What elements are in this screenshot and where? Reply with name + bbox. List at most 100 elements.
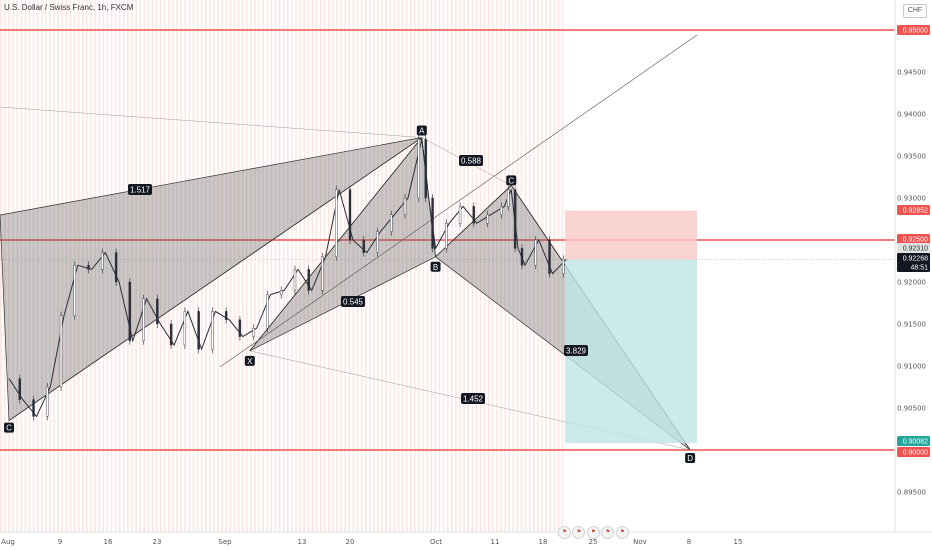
session-stripe	[397, 0, 400, 532]
session-stripe	[278, 0, 281, 532]
flag-icon[interactable]: ⚑	[601, 526, 615, 539]
session-stripe	[246, 0, 248, 532]
candle	[520, 248, 524, 266]
session-stripe	[274, 0, 277, 532]
x-tick-label: 18	[539, 538, 548, 546]
session-stripe	[467, 0, 469, 532]
y-tick-label: 0.93500	[897, 153, 926, 161]
session-stripe	[459, 0, 461, 532]
x-tick-label: 15	[734, 538, 743, 546]
point-label: X	[244, 355, 255, 366]
session-stripe	[176, 0, 178, 532]
candle	[32, 399, 35, 417]
price-badge-bg	[897, 253, 930, 263]
candle	[87, 265, 90, 270]
session-stripe	[254, 0, 256, 532]
price-badge-text: 48:51	[910, 265, 928, 272]
price-badge: 0.92852	[897, 205, 930, 215]
x-tick-label: Sep	[218, 538, 232, 546]
point-label-bg	[244, 355, 255, 366]
point-label: C	[506, 175, 517, 186]
guide-trend	[219, 34, 698, 368]
candle	[266, 294, 269, 329]
session-stripe	[533, 0, 535, 532]
session-stripe	[524, 0, 527, 532]
candle	[335, 189, 338, 258]
x-tick-label: Oct	[430, 538, 442, 546]
flag-icon[interactable]: ⚑	[586, 526, 600, 539]
candle	[142, 298, 145, 341]
session-stripe	[28, 0, 31, 532]
flag-icon[interactable]: ⚑	[615, 526, 629, 539]
price-badge-bg	[897, 234, 930, 244]
session-stripe	[479, 0, 482, 532]
point-label: C	[4, 422, 14, 433]
y-tick-label: 0.93000	[897, 195, 926, 203]
candle	[403, 197, 407, 215]
y-tick-label: 0.91500	[897, 321, 926, 329]
session-stripe	[155, 0, 158, 532]
candle	[183, 311, 187, 346]
session-stripe	[262, 0, 264, 532]
session-stripe	[205, 0, 207, 532]
stop-zone	[565, 210, 697, 260]
session-stripe	[483, 0, 486, 532]
session-stripe	[393, 0, 396, 532]
session-stripe	[344, 0, 346, 532]
price-badge-bg	[897, 25, 930, 35]
session-stripe	[225, 0, 228, 532]
flag-icon[interactable]: ⚑	[558, 526, 571, 539]
session-stripe	[311, 0, 314, 532]
y-tick-label: 0.94000	[897, 111, 926, 119]
candle	[59, 315, 63, 388]
price-axis-bg	[895, 0, 932, 550]
candle	[46, 386, 49, 417]
point-label-text: C	[6, 424, 12, 433]
currency-badge[interactable]: CHF	[903, 4, 927, 18]
economic-events[interactable]: ⚑ ⚑ ⚑ ⚑ ⚑	[558, 520, 629, 539]
candle	[197, 311, 200, 350]
session-stripe	[118, 0, 121, 532]
price-badge-text: 0.92500	[903, 237, 928, 244]
session-stripe	[422, 0, 424, 532]
y-tick-label: 0.94500	[897, 69, 926, 77]
point-label: B	[430, 261, 441, 272]
candle	[307, 269, 310, 291]
candle-series	[8, 135, 567, 421]
session-stripe	[106, 0, 109, 532]
candle	[293, 269, 297, 291]
price-axis: 0.95000 0.94500 0.94000 0.93500 0.93000 0.925…	[894, 0, 932, 550]
ratio-label: 1.517	[128, 184, 152, 195]
ratio-label-text: 0.545	[343, 298, 364, 307]
session-stripe	[303, 0, 305, 532]
session-stripe	[237, 0, 240, 532]
session-stripe	[69, 0, 72, 532]
candle	[321, 256, 324, 291]
price-badge-bg	[897, 447, 930, 457]
candle	[348, 189, 352, 241]
session-stripe	[8, 0, 10, 532]
session-stripe	[553, 0, 556, 532]
candle	[562, 259, 565, 274]
candle	[362, 239, 365, 253]
point-label-bg	[506, 175, 517, 186]
session-stripe	[455, 0, 457, 532]
price-badge: 0.92310	[897, 243, 930, 253]
point-label-text: X	[247, 357, 253, 366]
session-stripe	[405, 0, 408, 532]
session-stripe	[557, 0, 560, 532]
session-stripe	[229, 0, 232, 532]
candle	[73, 265, 77, 316]
candle	[534, 239, 537, 266]
session-stripe	[123, 0, 125, 532]
candle	[376, 231, 379, 253]
session-stripe	[369, 0, 371, 532]
session-stripe	[401, 0, 404, 532]
session-stripe	[45, 0, 47, 532]
session-stripe	[164, 0, 166, 532]
session-stripe	[266, 0, 269, 532]
session-stripe	[492, 0, 494, 532]
session-stripe	[475, 0, 478, 532]
ratio-label-bg	[459, 155, 483, 166]
